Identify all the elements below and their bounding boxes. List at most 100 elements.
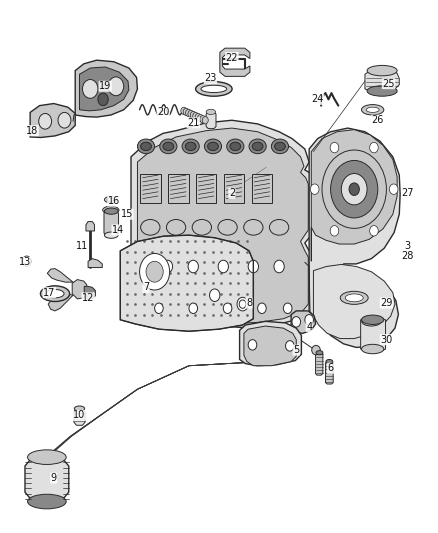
Ellipse shape	[244, 220, 263, 235]
Text: 22: 22	[226, 53, 238, 62]
Ellipse shape	[40, 286, 70, 302]
Text: 30: 30	[380, 335, 392, 345]
Circle shape	[322, 150, 386, 228]
Circle shape	[202, 117, 208, 124]
Circle shape	[189, 303, 198, 313]
Ellipse shape	[326, 359, 333, 364]
Ellipse shape	[340, 292, 368, 304]
Ellipse shape	[163, 142, 174, 150]
Ellipse shape	[230, 142, 240, 150]
Text: 9: 9	[51, 473, 57, 483]
Ellipse shape	[28, 494, 66, 509]
Ellipse shape	[74, 406, 85, 411]
Text: 21: 21	[187, 118, 199, 128]
Ellipse shape	[201, 85, 227, 93]
Ellipse shape	[249, 139, 266, 154]
Polygon shape	[325, 361, 333, 384]
Polygon shape	[360, 319, 385, 351]
Ellipse shape	[206, 109, 215, 115]
Polygon shape	[291, 311, 315, 333]
Polygon shape	[48, 294, 73, 311]
Polygon shape	[309, 128, 400, 348]
Polygon shape	[120, 235, 253, 332]
Text: 3: 3	[405, 240, 411, 251]
Ellipse shape	[312, 345, 320, 355]
Text: 18: 18	[26, 126, 39, 136]
Ellipse shape	[106, 208, 115, 212]
Polygon shape	[251, 174, 272, 203]
Polygon shape	[206, 112, 216, 128]
Ellipse shape	[104, 197, 117, 203]
Ellipse shape	[185, 142, 196, 150]
Ellipse shape	[46, 289, 64, 298]
Circle shape	[200, 116, 206, 123]
Circle shape	[188, 260, 198, 273]
Polygon shape	[244, 326, 296, 366]
Circle shape	[331, 160, 378, 218]
Ellipse shape	[345, 294, 363, 302]
Text: 5: 5	[293, 345, 300, 355]
Ellipse shape	[182, 139, 199, 154]
Ellipse shape	[275, 142, 285, 150]
Text: 27: 27	[402, 188, 414, 198]
Text: 2: 2	[229, 188, 235, 198]
Circle shape	[98, 93, 108, 106]
Circle shape	[186, 109, 191, 117]
Polygon shape	[86, 222, 95, 231]
Ellipse shape	[362, 317, 381, 326]
Text: 7: 7	[143, 282, 149, 293]
Circle shape	[22, 256, 31, 266]
Ellipse shape	[102, 206, 119, 214]
Text: 13: 13	[19, 257, 31, 268]
Ellipse shape	[272, 139, 289, 154]
Polygon shape	[311, 130, 397, 261]
Polygon shape	[315, 353, 323, 375]
Polygon shape	[25, 457, 69, 502]
Ellipse shape	[141, 220, 160, 235]
Circle shape	[237, 297, 248, 311]
Ellipse shape	[205, 139, 222, 154]
Polygon shape	[104, 211, 119, 235]
Ellipse shape	[361, 315, 384, 325]
Circle shape	[58, 112, 71, 128]
Ellipse shape	[366, 107, 379, 112]
Circle shape	[223, 303, 232, 313]
Circle shape	[311, 184, 319, 195]
Text: 14: 14	[112, 225, 124, 235]
Ellipse shape	[367, 86, 397, 96]
Circle shape	[389, 184, 398, 195]
Circle shape	[330, 225, 339, 236]
Ellipse shape	[367, 66, 397, 76]
Circle shape	[155, 303, 163, 313]
Text: 24: 24	[311, 94, 324, 104]
Circle shape	[370, 142, 378, 153]
Circle shape	[248, 260, 258, 273]
Text: 26: 26	[371, 115, 384, 125]
Ellipse shape	[361, 104, 384, 115]
Polygon shape	[140, 174, 161, 203]
Text: 15: 15	[120, 209, 133, 219]
Polygon shape	[220, 48, 250, 76]
Ellipse shape	[316, 351, 323, 355]
Ellipse shape	[218, 220, 237, 235]
Circle shape	[370, 225, 378, 236]
Circle shape	[258, 303, 266, 313]
Text: 12: 12	[82, 293, 94, 303]
Text: 28: 28	[402, 251, 414, 261]
Ellipse shape	[166, 220, 186, 235]
Circle shape	[181, 107, 187, 115]
Circle shape	[82, 79, 98, 98]
Text: 17: 17	[43, 288, 56, 297]
Text: 10: 10	[74, 410, 85, 421]
Circle shape	[195, 114, 201, 121]
Ellipse shape	[160, 139, 177, 154]
Text: 19: 19	[99, 82, 111, 91]
Circle shape	[349, 183, 359, 196]
Circle shape	[209, 289, 220, 302]
Polygon shape	[240, 321, 301, 366]
Ellipse shape	[227, 139, 244, 154]
Polygon shape	[224, 174, 244, 203]
Ellipse shape	[208, 142, 219, 150]
Circle shape	[305, 314, 314, 325]
Text: 16: 16	[108, 196, 120, 206]
